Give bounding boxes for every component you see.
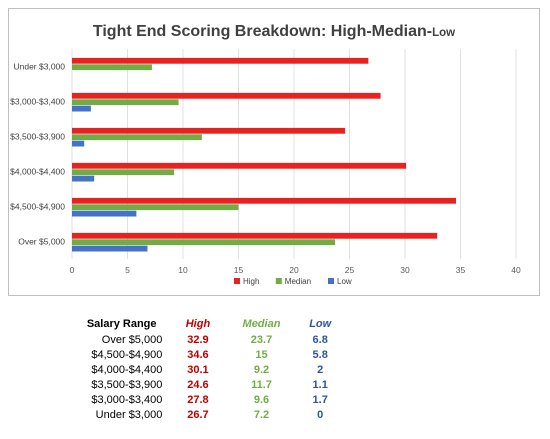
legend-swatch — [234, 278, 240, 284]
cell-high: 26.7 — [187, 409, 209, 421]
header-salary-range: Salary Range — [86, 318, 157, 330]
legend-swatch — [275, 278, 282, 284]
table-row: $3,500-$3,900 24.6 11.7 1.1 — [77, 378, 347, 393]
bar-low — [72, 210, 137, 217]
y-tick-label: $4,500-$4,900 — [10, 202, 65, 212]
cell-median: 11.7 — [251, 379, 272, 391]
bar-median — [72, 239, 336, 246]
cell-median: 15 — [255, 349, 268, 361]
chart-area: Tight End Scoring Breakdown: High-Median… — [8, 8, 540, 296]
y-tick-label: Over $5,000 — [18, 237, 65, 247]
cell-high: 24.6 — [187, 379, 209, 391]
cell-high: 34.6 — [187, 349, 209, 361]
cell-low: 5.8 — [312, 349, 328, 361]
bar-median — [72, 169, 175, 176]
y-tick-label: $3,000-$3,400 — [10, 97, 65, 107]
bar-median — [72, 99, 179, 106]
bar-median — [72, 64, 152, 71]
chart-title-suffix: Low — [432, 27, 456, 39]
cell-low: 6.8 — [312, 334, 328, 346]
bar-low — [72, 175, 95, 182]
bar-median — [72, 134, 202, 141]
x-tick-label: 30 — [400, 265, 410, 275]
y-tick-label: $3,500-$3,900 — [10, 132, 65, 142]
x-tick-label: 35 — [456, 265, 466, 275]
y-tick-label: Under $3,000 — [13, 62, 65, 72]
bar-high — [72, 197, 457, 204]
x-tick-label: 5 — [125, 265, 130, 275]
bar-low — [72, 105, 91, 112]
cell-range: $3,000-$3,400 — [91, 394, 163, 406]
table-row: $4,000-$4,400 30.1 9.2 2 — [77, 363, 347, 378]
bar-low — [72, 245, 148, 252]
salary-table: Salary Range High Median Low Over $5,000… — [77, 316, 347, 423]
bar-chart: 0 5 10 15 20 25 30 35 40 Under $3,000 $3,000-$3,40… — [10, 49, 521, 286]
table-row: $4,500-$4,900 34.6 15 5.8 — [77, 348, 347, 363]
cell-range: $4,000-$4,400 — [91, 364, 163, 376]
cell-range: Under $3,000 — [95, 409, 163, 421]
x-tick-label: 10 — [178, 265, 188, 275]
bar-high — [72, 92, 381, 99]
cell-low: 0 — [317, 409, 324, 421]
cell-high: 30.1 — [187, 364, 209, 376]
bar-median — [72, 204, 239, 211]
table-row: $3,000-$3,400 27.8 9.6 1.7 — [77, 393, 347, 408]
cell-low: 1.1 — [312, 379, 328, 391]
cell-high: 32.9 — [187, 334, 209, 346]
header-median: Median — [242, 318, 281, 330]
table-row: Under $3,000 26.7 7.2 0 — [77, 408, 347, 423]
bar-low — [72, 140, 85, 147]
cell-low: 2 — [317, 364, 324, 376]
bar-high — [72, 232, 438, 239]
cell-range: $3,500-$3,900 — [91, 379, 163, 391]
cell-median: 7.2 — [253, 409, 270, 421]
table-row: Over $5,000 32.9 23.7 6.8 — [77, 333, 347, 348]
x-tick-label: 15 — [234, 265, 244, 275]
bar-high — [72, 57, 369, 64]
cell-median: 9.6 — [253, 394, 270, 406]
legend-label: High — [243, 277, 259, 286]
y-tick-label: $4,000-$4,400 — [10, 167, 65, 177]
cell-median: 9.2 — [253, 364, 270, 376]
x-tick-label: 0 — [70, 265, 75, 275]
cell-range: $4,500-$4,900 — [91, 349, 163, 361]
cell-median: 23.7 — [250, 334, 273, 346]
legend-swatch — [328, 278, 334, 284]
x-tick-label: 20 — [289, 265, 299, 275]
legend-label: Median — [285, 277, 311, 286]
chart-title: Tight End Scoring Breakdown: High-Median… — [92, 23, 456, 40]
x-tick-label: 25 — [345, 265, 355, 275]
header-high: High — [185, 318, 211, 330]
legend-label: Low — [337, 277, 352, 286]
bar-high — [72, 127, 346, 134]
cell-range: Over $5,000 — [101, 334, 163, 346]
x-tick-label: 40 — [511, 265, 521, 275]
cell-high: 27.8 — [187, 394, 209, 406]
bar-high — [72, 162, 407, 169]
header-low: Low — [309, 318, 332, 330]
cell-low: 1.7 — [312, 394, 328, 406]
